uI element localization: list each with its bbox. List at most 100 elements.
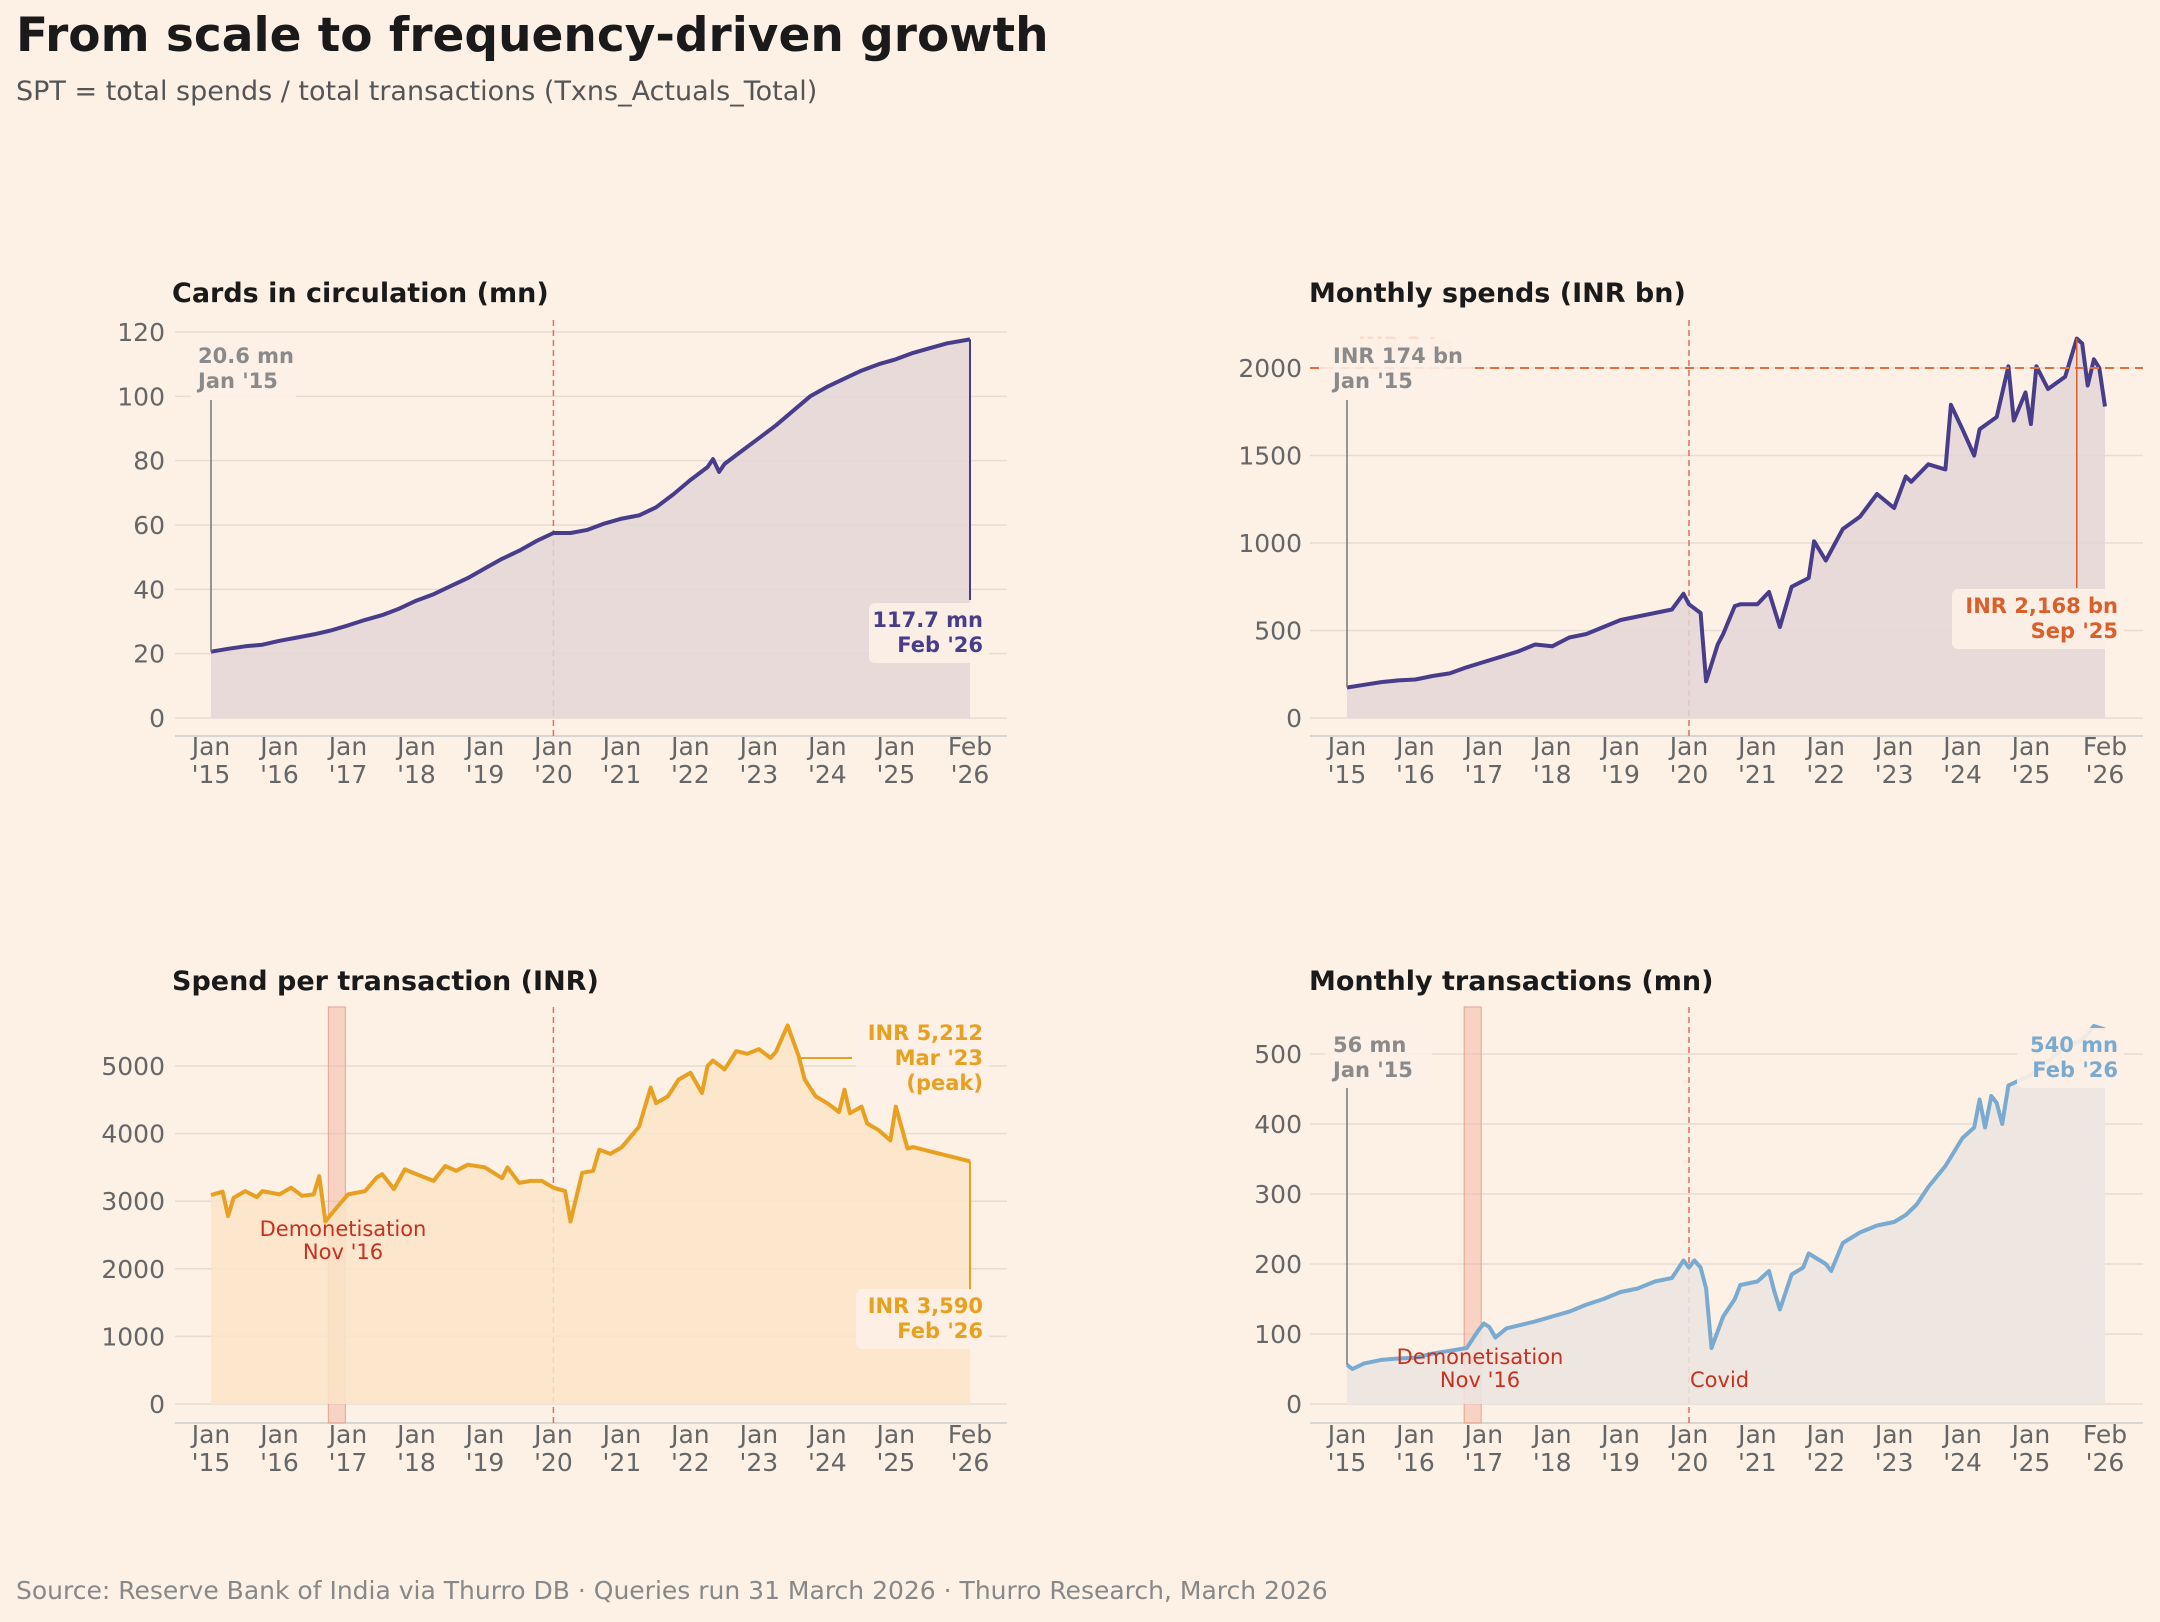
panel-title: Spend per transaction (INR)	[172, 966, 599, 997]
x-tick-label: Jan '16	[258, 732, 299, 789]
demonetisation-label: Demonetisation Nov '16	[1397, 1345, 1564, 1392]
x-tick-label: Jan '19	[1599, 732, 1640, 789]
annotation-text: Sep '25	[2031, 619, 2118, 643]
x-tick-label: Jan '25	[2010, 1420, 2051, 1477]
x-tick-label: Jan '21	[1736, 1420, 1777, 1477]
x-tick-label: Jan '20	[532, 1420, 573, 1477]
demonetisation-band	[1463, 1006, 1482, 1424]
x-tick-label: Jan '22	[1804, 1420, 1845, 1477]
y-tick-label: 2000	[101, 1255, 165, 1284]
series-line	[1345, 1024, 2106, 1371]
y-tick-label: 20	[133, 640, 165, 669]
annotation-text: (peak)	[906, 1071, 983, 1095]
y-tick-label: 0	[149, 1390, 165, 1419]
x-tick-label: Jan '19	[464, 732, 505, 789]
x-tick-label: Jan '21	[601, 732, 642, 789]
x-tick-label: Jan '19	[1599, 1420, 1640, 1477]
panel-title: Cards in circulation (mn)	[172, 278, 549, 309]
y-tick-label: 3000	[101, 1187, 165, 1216]
covid-label: Covid	[1690, 1368, 1749, 1392]
x-tick-label: Feb '26	[2083, 732, 2127, 789]
annotation-text: INR 5,212	[868, 1021, 983, 1045]
x-tick-label: Jan '25	[875, 732, 916, 789]
x-tick-label: Jan '18	[395, 1420, 436, 1477]
annotation-text: 56 mn	[1333, 1033, 1406, 1057]
x-tick-label: Jan '16	[258, 1420, 299, 1477]
y-tick-label: 1000	[1238, 529, 1302, 558]
annotation-text: INR 3,590	[868, 1294, 983, 1318]
page-title: From scale to frequency-driven growth	[16, 8, 1049, 63]
annotation-text: Mar '23	[895, 1046, 983, 1070]
x-tick-label: Jan '20	[532, 732, 573, 789]
x-tick-label: Jan '16	[1394, 732, 1435, 789]
annotation-text: 117.7 mn	[872, 608, 983, 632]
x-tick-label: Jan '22	[669, 1420, 710, 1477]
y-tick-label: 500	[1254, 1040, 1302, 1069]
x-tick-label: Feb '26	[948, 1420, 992, 1477]
series-area	[211, 339, 970, 718]
y-tick-label: 100	[1254, 1320, 1302, 1349]
panel-1: Cards in circulation (mn) 0 20 40 60 80 100 120…	[117, 278, 1007, 789]
y-tick-label: 300	[1254, 1180, 1302, 1209]
y-tick-label: 0	[149, 704, 165, 733]
x-tick-label: Jan '17	[1463, 1420, 1504, 1477]
y-tick-label: 1500	[1238, 442, 1302, 471]
x-tick-label: Jan '17	[327, 732, 368, 789]
y-tick-label: 1000	[101, 1322, 165, 1351]
y-tick-label: 400	[1254, 1110, 1302, 1139]
panel-4: Monthly transactions (mn) 0 100 200 300 400 50…	[1254, 966, 2143, 1477]
annotation-text: INR 2,168 bn	[1965, 594, 2118, 618]
annotation-text: INR 174 bn	[1333, 344, 1463, 368]
x-tick-label: Jan '16	[1394, 1420, 1435, 1477]
y-tick-label: 5000	[101, 1052, 165, 1081]
x-tick-label: Jan '25	[2010, 732, 2051, 789]
x-tick-label: Jan '18	[395, 732, 436, 789]
x-tick-label: Jan '15	[190, 1420, 231, 1477]
y-tick-label: 80	[133, 447, 165, 476]
series-area	[1347, 1026, 2105, 1404]
demonetisation-label: Demonetisation Nov '16	[260, 1217, 427, 1264]
x-tick-label: Jan '23	[738, 732, 779, 789]
series-area	[211, 1025, 970, 1404]
x-tick-label: Jan '25	[875, 1420, 916, 1477]
x-tick-label: Feb '26	[948, 732, 992, 789]
x-tick-label: Feb '26	[2083, 1420, 2127, 1477]
panel-3: Spend per transaction (INR) 0 1000 2000 3000…	[101, 966, 1007, 1477]
y-tick-label: 200	[1254, 1250, 1302, 1279]
x-tick-label: Jan '23	[1873, 1420, 1914, 1477]
x-tick-label: Jan '23	[1873, 732, 1914, 789]
y-tick-label: 4000	[101, 1120, 165, 1149]
panel-title: Monthly spends (INR bn)	[1309, 278, 1686, 309]
y-tick-label: 0	[1286, 704, 1302, 733]
x-tick-label: Jan '15	[190, 732, 231, 789]
y-tick-label: 120	[117, 318, 165, 347]
x-tick-label: Jan '23	[738, 1420, 779, 1477]
x-tick-label: Jan '18	[1531, 1420, 1572, 1477]
source-note: Source: Reserve Bank of India via Thurro…	[16, 1576, 1328, 1605]
x-tick-label: Jan '24	[1941, 1420, 1982, 1477]
annotation-text: Jan '15	[1331, 1058, 1413, 1082]
y-tick-label: 0	[1286, 1390, 1302, 1419]
x-tick-label: Jan '19	[464, 1420, 505, 1477]
annotation-text: Jan '15	[1331, 369, 1413, 393]
y-tick-label: 2000	[1238, 354, 1302, 383]
x-tick-label: Jan '18	[1531, 732, 1572, 789]
x-tick-label: Jan '15	[1326, 1420, 1367, 1477]
annotation-text: Feb '26	[897, 1319, 983, 1343]
panel-2: Monthly spends (INR bn) 0 500 1000 1500 2000 J…	[1238, 278, 2143, 789]
annotation-text: Feb '26	[897, 633, 983, 657]
annotation-text: Feb '26	[2032, 1058, 2118, 1082]
y-tick-label: 60	[133, 511, 165, 540]
panel-title: Monthly transactions (mn)	[1309, 966, 1713, 997]
x-tick-label: Jan '21	[1736, 732, 1777, 789]
page-subtitle: SPT = total spends / total transactions …	[16, 76, 818, 107]
x-tick-label: Jan '15	[1326, 732, 1367, 789]
y-tick-label: 100	[117, 382, 165, 411]
x-tick-label: Jan '20	[1668, 732, 1709, 789]
